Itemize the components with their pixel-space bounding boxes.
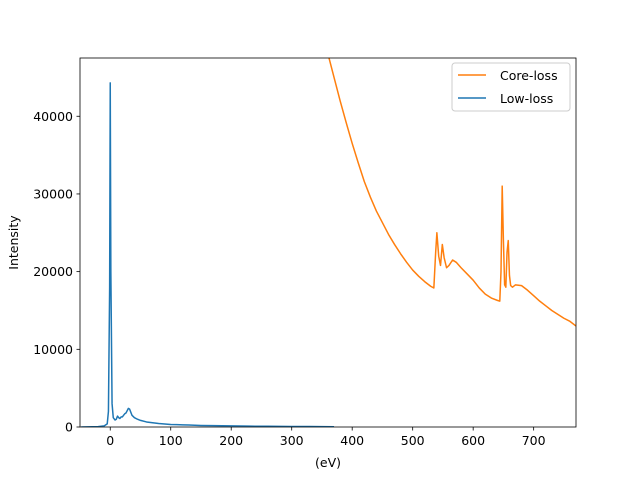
x-axis-label: (eV) (315, 455, 341, 470)
x-tick-label: 100 (159, 433, 183, 448)
series-layer (81, 58, 576, 427)
series-line-core-loss (328, 58, 576, 327)
x-tick-label: 600 (461, 433, 485, 448)
x-tick-label: 400 (340, 433, 364, 448)
y-axis: 0 10000 20000 30000 40000 (33, 109, 80, 435)
legend-label-core-loss: Core-loss (500, 68, 558, 83)
y-tick-label: 0 (65, 420, 73, 435)
y-axis-label: Intensity (6, 215, 21, 270)
series-line-low-loss (81, 82, 335, 427)
y-tick-label: 40000 (33, 109, 73, 124)
plot-area-frame (79, 57, 577, 428)
x-axis: 0 100 200 300 400 500 600 700 (106, 427, 546, 448)
x-tick-label: 300 (280, 433, 304, 448)
legend: Core-loss Low-loss (451, 62, 571, 112)
y-tick-label: 10000 (33, 342, 73, 357)
y-tick-label: 20000 (33, 264, 73, 279)
x-tick-label: 700 (522, 433, 546, 448)
x-tick-label: 500 (401, 433, 425, 448)
x-tick-label: 0 (106, 433, 114, 448)
x-tick-label: 200 (219, 433, 243, 448)
legend-label-low-loss: Low-loss (500, 91, 553, 106)
y-tick-label: 30000 (33, 186, 73, 201)
